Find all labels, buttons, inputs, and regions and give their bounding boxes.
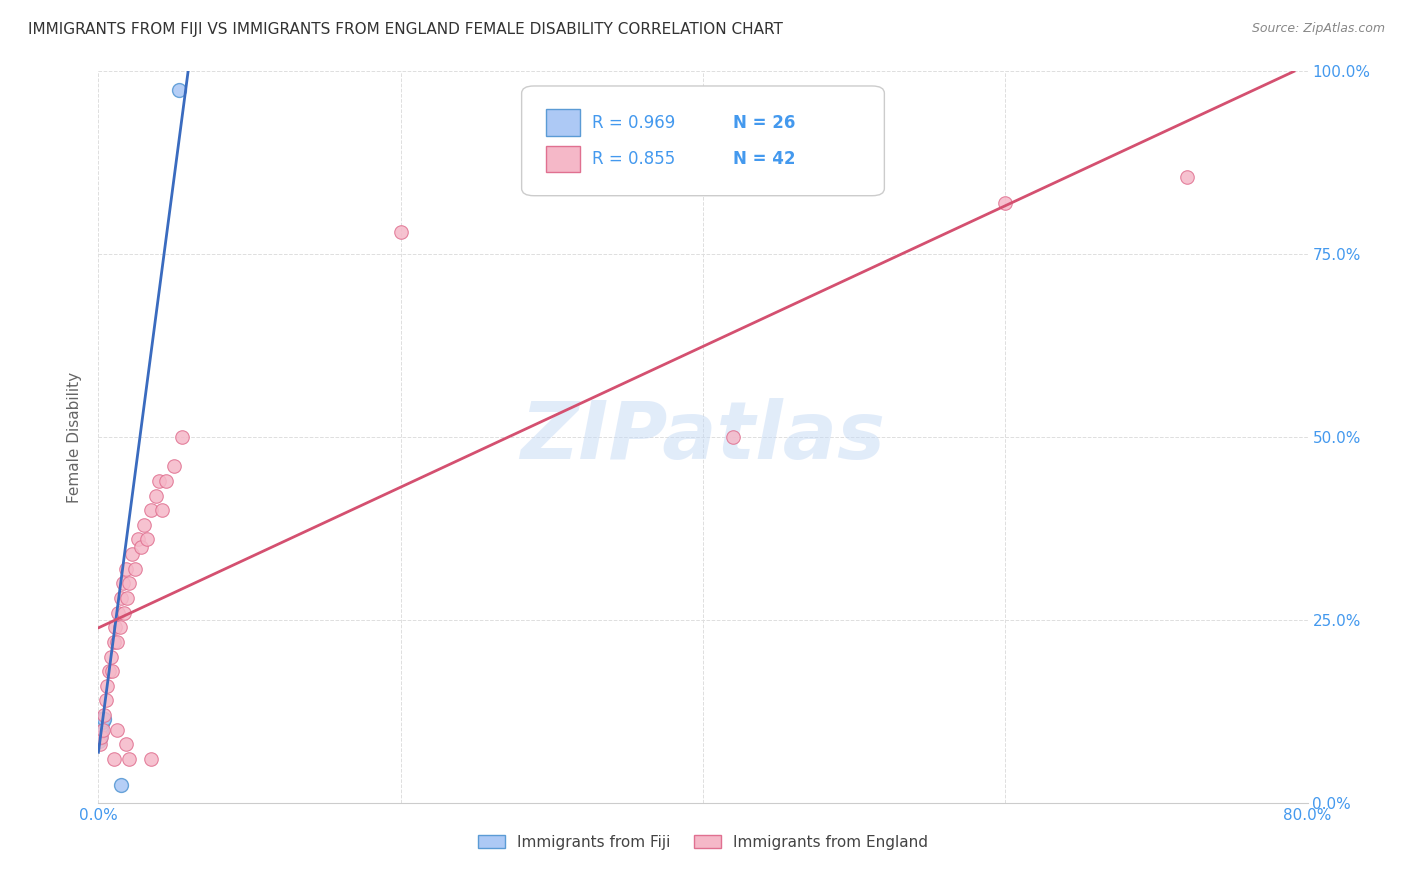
Point [90,716,112,731]
Y-axis label: Female Disability: Female Disability [67,371,83,503]
Point [389,225,412,239]
Point [170,430,193,444]
Text: R = 0.969: R = 0.969 [592,113,675,131]
Point [135,533,157,547]
Point [107,606,129,620]
Point [89,723,111,737]
Point [89,726,111,740]
Point [89,723,111,737]
Point [111,576,134,591]
Point [89,719,111,733]
Point [167,83,190,97]
Point [96,679,118,693]
Point [90,719,112,733]
Point [90,712,112,726]
Point [90,724,112,739]
Point [163,459,186,474]
Point [110,778,132,792]
Point [110,591,132,605]
Point [148,474,170,488]
Point [90,730,112,744]
Point [90,721,112,735]
Point [141,503,163,517]
Point [89,724,111,739]
Point [91,712,114,726]
Point [94,693,117,707]
Point [89,731,111,746]
Point [129,540,152,554]
Point [150,503,173,517]
Point [91,712,114,726]
Point [89,719,111,733]
FancyBboxPatch shape [522,86,884,195]
Text: R = 0.855: R = 0.855 [592,150,675,168]
Point [108,620,131,634]
Text: Source: ZipAtlas.com: Source: ZipAtlas.com [1251,22,1385,36]
Point [103,752,125,766]
Point [90,716,112,731]
Text: IMMIGRANTS FROM FIJI VS IMMIGRANTS FROM ENGLAND FEMALE DISABILITY CORRELATION CH: IMMIGRANTS FROM FIJI VS IMMIGRANTS FROM … [28,22,783,37]
Point [145,489,167,503]
Point [89,730,111,744]
Point [105,635,128,649]
Point [115,591,138,605]
Text: N = 42: N = 42 [734,150,796,168]
Point [93,712,115,726]
Point [124,562,146,576]
Point [91,723,114,737]
FancyBboxPatch shape [546,146,579,172]
Text: N = 26: N = 26 [734,113,796,131]
Legend: Immigrants from Fiji, Immigrants from England: Immigrants from Fiji, Immigrants from En… [470,827,936,857]
Text: ZIPatlas: ZIPatlas [520,398,886,476]
Point [90,714,112,728]
Point [100,649,122,664]
Point [994,196,1017,211]
Point [114,562,136,576]
Point [91,715,114,730]
Point [89,737,111,751]
Point [121,547,143,561]
Point [118,752,141,766]
Point [89,729,111,743]
Point [1175,170,1198,185]
Point [127,533,149,547]
Point [723,430,745,444]
Point [155,474,177,488]
Point [89,733,111,747]
Point [112,606,135,620]
Point [132,517,155,532]
Point [114,737,136,751]
Point [118,576,141,591]
Point [98,664,121,678]
Point [105,723,128,737]
Point [104,620,127,634]
Point [141,752,163,766]
Point [90,715,112,730]
Point [91,714,114,728]
Point [101,664,124,678]
FancyBboxPatch shape [546,110,579,136]
Point [93,708,115,723]
Point [91,714,114,728]
Point [103,635,125,649]
